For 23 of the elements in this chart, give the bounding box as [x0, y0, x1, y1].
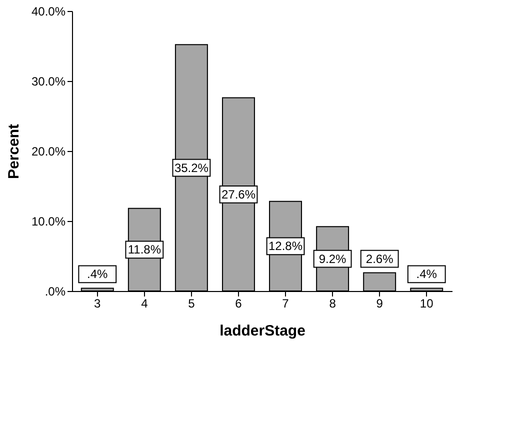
y-tick-label: 10.0%	[31, 214, 66, 228]
x-tick-label: 8	[329, 296, 336, 310]
y-tick-label: .0%	[44, 284, 66, 298]
x-tick-label: 4	[141, 296, 148, 310]
data-label: 12.8%	[268, 239, 303, 254]
x-tick-label: 7	[282, 296, 290, 310]
x-tick-label: 10	[420, 296, 434, 310]
data-label: 27.6%	[221, 187, 256, 202]
x-tick-label: 9	[376, 296, 384, 310]
data-label: 11.8%	[128, 242, 162, 257]
y-tick-label: 20.0%	[31, 144, 66, 158]
x-tick-label: 6	[235, 296, 242, 310]
y-axis-title: Percent	[5, 124, 22, 180]
y-tick-label: 30.0%	[31, 74, 66, 88]
data-label: 35.2%	[174, 160, 209, 175]
data-label: .4%	[416, 267, 438, 282]
data-label: .4%	[87, 267, 108, 282]
data-label: 2.6%	[366, 252, 394, 266]
x-tick-label: 5	[188, 296, 196, 310]
y-tick-label: 40.0%	[31, 4, 66, 18]
x-axis-title: ladderStage	[220, 322, 306, 340]
x-tick-label: 3	[94, 296, 102, 310]
data-label: 9.2%	[318, 252, 347, 266]
